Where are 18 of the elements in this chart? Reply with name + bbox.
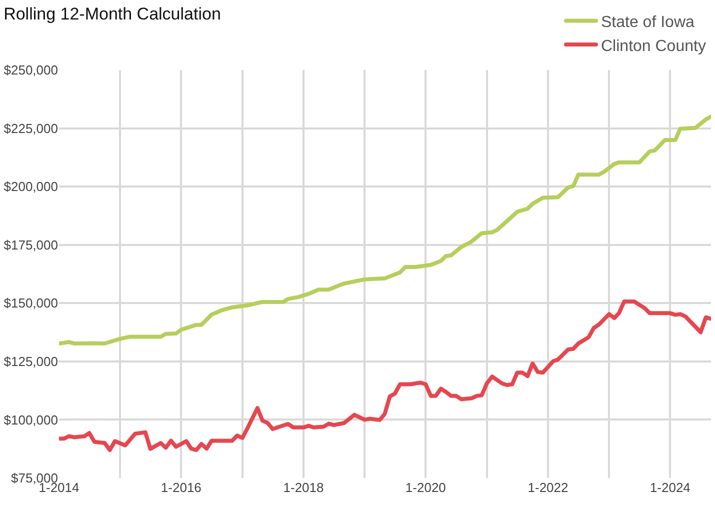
x-tick-label: 1-2022	[528, 480, 568, 495]
x-tick-label: 1-2016	[160, 480, 202, 495]
y-tick-label: $225,000	[4, 120, 58, 136]
legend-label: Clinton County	[601, 38, 706, 55]
y-tick-label: $75,000	[11, 470, 58, 486]
y-tick-label: $250,000	[4, 62, 58, 78]
legend-label: State of Iowa	[601, 14, 694, 31]
x-tick-label: 1-2020	[405, 480, 446, 495]
line-series	[59, 114, 711, 346]
y-tick-label: $200,000	[4, 179, 58, 194]
y-tick-label: $175,000	[4, 237, 58, 252]
y-tick-label: $100,000	[4, 412, 58, 428]
x-tick-label: 1-2024	[650, 480, 690, 495]
y-tick-label: $150,000	[4, 296, 58, 311]
chart-title: Rolling 12-Month Calculation	[4, 4, 221, 24]
y-tick-label: $125,000	[4, 354, 58, 369]
line-series	[59, 300, 711, 452]
x-tick-label: 1-2018	[283, 480, 324, 495]
